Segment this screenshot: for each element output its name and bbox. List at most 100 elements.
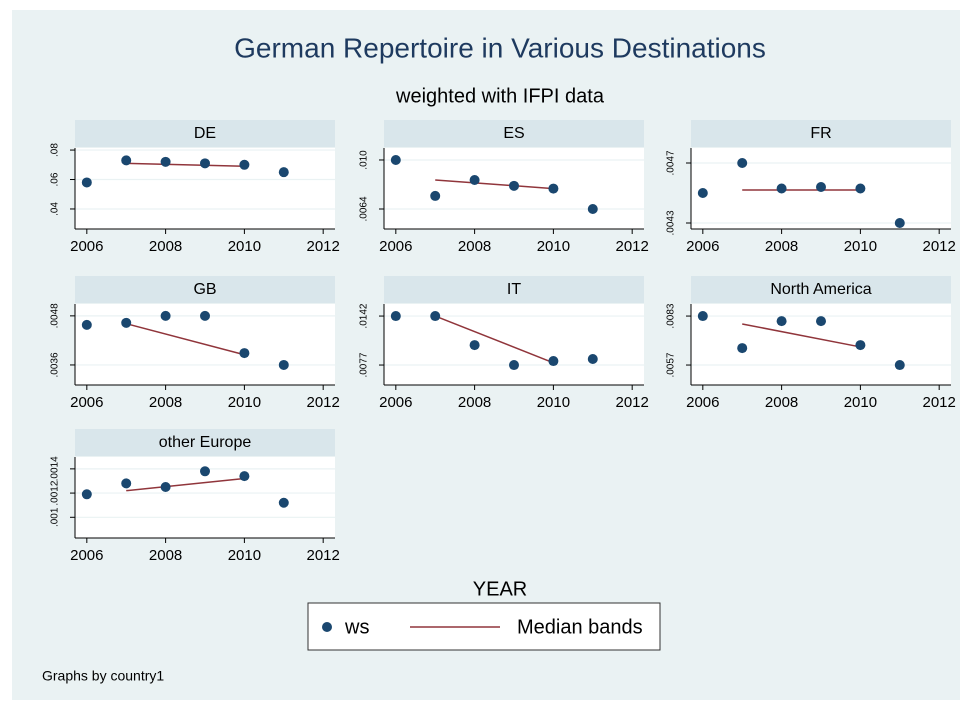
point [121, 478, 132, 489]
y-tick-label: .08 [50, 143, 61, 157]
legend-label: ws [344, 616, 369, 638]
y-tick-label: .0048 [50, 303, 61, 328]
median-line [435, 179, 554, 190]
plot-area [384, 304, 644, 385]
note: Graphs by country1 [42, 668, 164, 684]
y-tick-label: .0057 [666, 352, 677, 377]
point [737, 158, 748, 168]
y-tick-label: .06 [50, 172, 61, 186]
point [390, 311, 401, 322]
x-tick-label: 2010 [228, 547, 261, 564]
strip [75, 276, 335, 303]
panel-title: North America [770, 281, 871, 298]
y-tick-label: .0142 [359, 303, 370, 328]
panel-title: other Europe [159, 434, 252, 451]
x-tick-label: 2010 [844, 394, 877, 411]
point [737, 343, 748, 354]
point [587, 354, 598, 365]
point [278, 497, 289, 508]
x-tick-label: 2008 [149, 394, 182, 411]
x-tick-label: 2008 [458, 394, 491, 411]
point [776, 316, 787, 327]
point [697, 311, 708, 322]
point [697, 188, 708, 198]
x-tick-label: 2006 [70, 547, 103, 564]
x-tick-label: 2010 [228, 394, 261, 411]
point [430, 311, 441, 322]
point [160, 156, 171, 167]
x-axis-label: YEAR [473, 578, 527, 600]
point [855, 340, 866, 351]
x-tick-label: 2010 [228, 238, 261, 255]
x-tick-label: 2012 [615, 238, 648, 255]
median-line [126, 322, 245, 356]
x-tick-label: 2006 [70, 394, 103, 411]
y-tick-label: .0047 [666, 150, 677, 175]
panel-title: DE [194, 125, 216, 142]
x-tick-label: 2012 [306, 547, 339, 564]
point [200, 466, 210, 477]
point [160, 310, 171, 321]
x-tick-label: 2008 [149, 547, 182, 564]
point [776, 183, 787, 194]
strip [75, 120, 335, 147]
y-tick-label: .0043 [666, 210, 677, 235]
median-line [126, 477, 245, 492]
x-tick-label: 2006 [686, 238, 719, 255]
strip [75, 429, 335, 456]
x-tick-label: 2010 [844, 238, 877, 255]
x-tick-label: 2012 [306, 394, 339, 411]
point [469, 174, 480, 185]
point [469, 340, 480, 351]
point [239, 471, 250, 482]
point [81, 319, 92, 330]
point [894, 218, 905, 228]
point [278, 359, 289, 370]
x-tick-label: 2008 [765, 238, 798, 255]
x-tick-label: 2012 [922, 394, 955, 411]
point [239, 348, 250, 359]
point [855, 183, 866, 194]
median-line [742, 323, 861, 348]
point [390, 154, 401, 165]
strip [691, 120, 951, 147]
point [121, 155, 132, 166]
y-tick-label: .0012 [50, 480, 61, 505]
point [816, 316, 826, 327]
point [548, 356, 559, 367]
point [816, 182, 826, 192]
x-tick-label: 2006 [379, 238, 412, 255]
chart-subtitle: weighted with IFPI data [395, 85, 605, 107]
point [548, 183, 559, 194]
y-tick-label: .001 [50, 507, 61, 527]
legend-label: Median bands [517, 616, 643, 638]
x-tick-label: 2012 [306, 238, 339, 255]
panel-title: ES [503, 125, 524, 142]
point [894, 360, 905, 371]
chart-title: German Repertoire in Various Destination… [234, 32, 766, 63]
x-tick-label: 2006 [379, 394, 412, 411]
x-tick-label: 2008 [765, 394, 798, 411]
point [81, 177, 92, 188]
median-line [126, 162, 245, 168]
x-tick-label: 2006 [70, 238, 103, 255]
x-tick-label: 2008 [458, 238, 491, 255]
y-tick-label: .010 [359, 150, 370, 170]
point [200, 158, 210, 169]
x-tick-label: 2010 [537, 394, 570, 411]
point [509, 180, 519, 191]
x-tick-label: 2010 [537, 238, 570, 255]
strip [384, 120, 644, 147]
panel-title: FR [810, 125, 831, 142]
y-tick-label: .04 [50, 202, 61, 216]
point [239, 159, 250, 170]
point [509, 360, 519, 371]
point [160, 482, 171, 493]
legend-marker [322, 622, 332, 632]
x-tick-label: 2008 [149, 238, 182, 255]
panel-title: GB [193, 281, 216, 298]
y-tick-label: .0036 [50, 352, 61, 377]
strip [384, 276, 644, 303]
y-tick-label: .0014 [50, 456, 61, 481]
